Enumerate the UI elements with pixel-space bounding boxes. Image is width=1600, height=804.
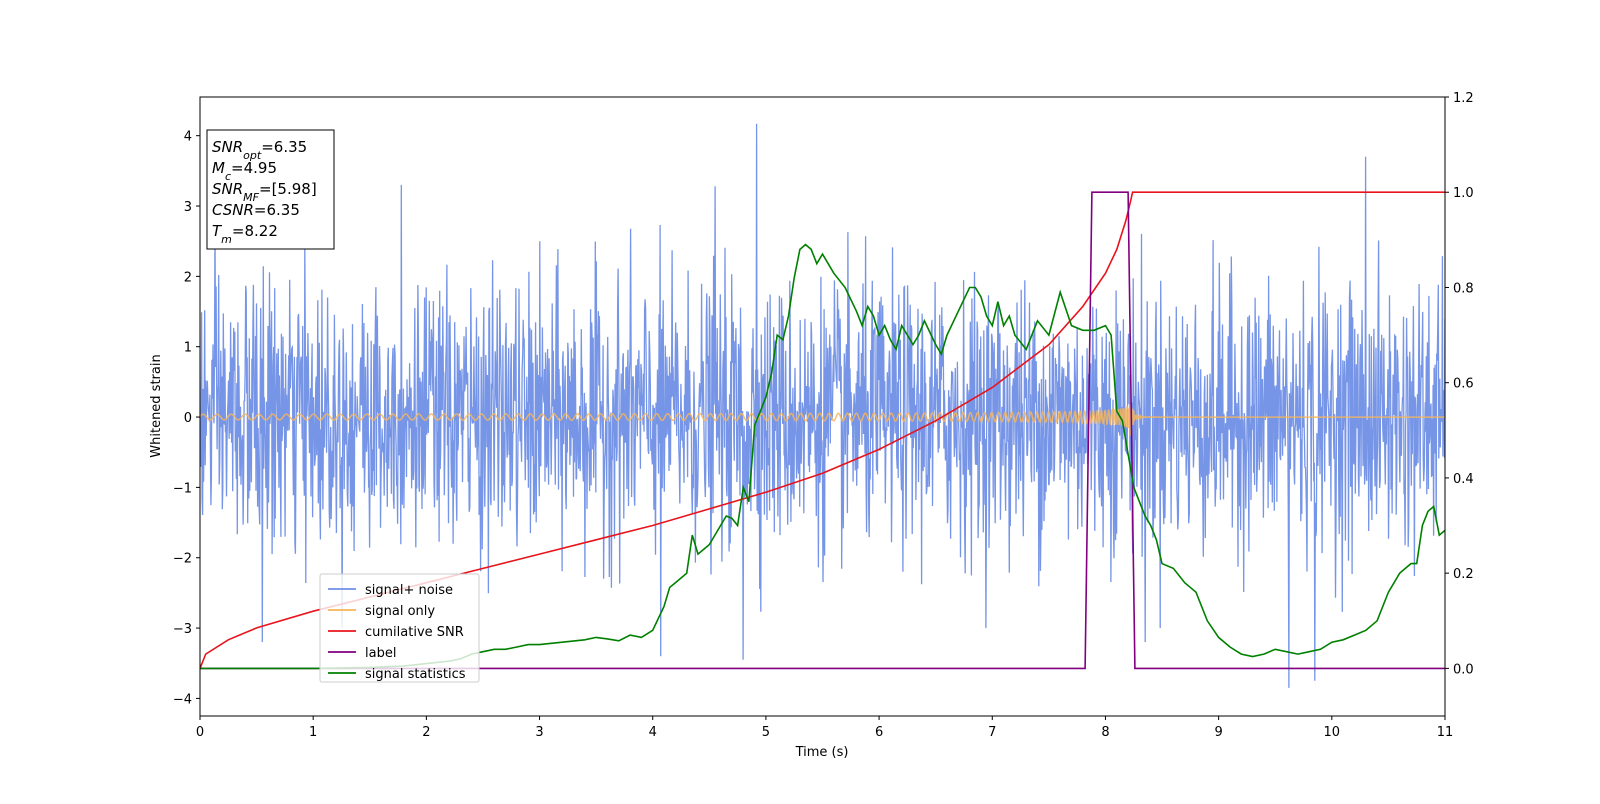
y-tick-label: 2 — [184, 270, 192, 285]
y-tick-label: 3 — [184, 200, 192, 215]
series-cumilative-snr — [200, 191, 1445, 669]
y-axis-label: Whitened strain — [149, 354, 164, 457]
x-tick-label: 1 — [309, 725, 317, 740]
legend-label: label — [365, 646, 396, 661]
y2-tick-label: 0.2 — [1453, 567, 1474, 582]
series-signal-only — [200, 404, 1445, 436]
x-tick-label: 4 — [649, 725, 657, 740]
legend-label: signal+ noise — [365, 583, 453, 598]
axes: 0 1 2 3 4 5 6 7 8 9 10 11 −4 −3 −2 −1 0 1 2 3 4 0.0 0.2 0.4 0.6 0… — [173, 91, 1474, 740]
series-label — [200, 191, 1445, 670]
x-tick-label: 2 — [422, 725, 430, 740]
y-tick-label: 4 — [184, 130, 192, 145]
x-axis-label: Time (s) — [795, 745, 849, 760]
x-tick-label: 6 — [875, 725, 883, 740]
annotation-line: SNRopt=6.35 — [212, 138, 307, 162]
series-signal-noise — [200, 123, 1445, 688]
x-tick-label: 3 — [535, 725, 543, 740]
y-tick-label: 1 — [184, 341, 192, 356]
y2-tick-label: 0.6 — [1453, 377, 1474, 392]
annotation-line: SNRMF=[5.98] — [212, 180, 317, 204]
legend-label: signal only — [365, 604, 435, 619]
annotation-line: CSNR=6.35 — [212, 201, 300, 219]
y-tick-label: −4 — [173, 692, 192, 707]
y2-tick-label: 0.8 — [1453, 281, 1474, 296]
plot-area — [200, 123, 1445, 688]
legend-label: signal statistics — [365, 667, 466, 682]
y-tick-label: −1 — [173, 481, 192, 496]
x-tick-label: 9 — [1214, 725, 1222, 740]
legend-frame — [319, 573, 480, 683]
y2-tick-label: 0.0 — [1453, 662, 1474, 677]
y2-tick-label: 1.0 — [1453, 186, 1474, 201]
annotation-frame — [206, 129, 335, 250]
y-tick-label: −3 — [173, 622, 192, 637]
y-tick-label: 0 — [184, 411, 192, 426]
x-tick-label: 10 — [1324, 725, 1341, 740]
x-tick-label: 7 — [988, 725, 996, 740]
annotation-line: Tm=8.22 — [212, 222, 278, 246]
x-tick-label: 0 — [196, 725, 204, 740]
legend: signal+ noise signal only cumilative SNR la… — [319, 573, 480, 683]
legend-label: cumilative SNR — [365, 625, 464, 640]
x-tick-label: 8 — [1101, 725, 1109, 740]
series-signal-statistics — [200, 243, 1445, 670]
annotation-line: Mc=4.95 — [212, 159, 277, 183]
plot-frame — [199, 96, 1446, 717]
y2-tick-label: 1.2 — [1453, 91, 1474, 106]
y2-tick-label: 0.4 — [1453, 472, 1474, 487]
x-tick-label: 11 — [1437, 725, 1454, 740]
x-tick-label: 5 — [762, 725, 770, 740]
y-tick-label: −2 — [173, 552, 192, 567]
